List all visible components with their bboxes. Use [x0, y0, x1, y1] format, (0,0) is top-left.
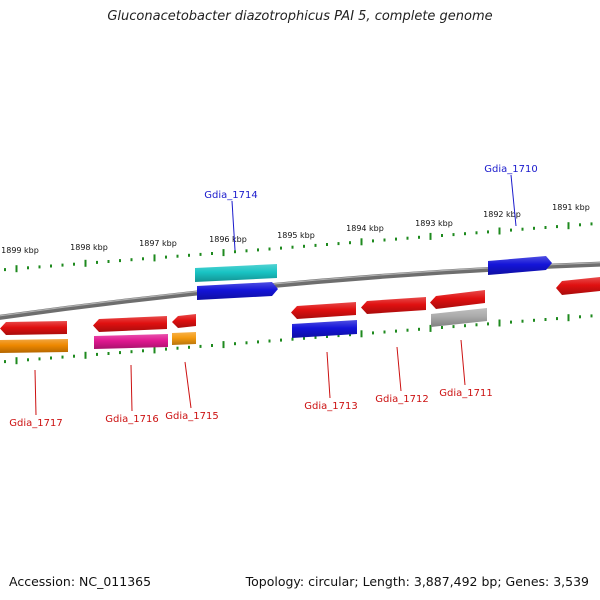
- tick-label: 1899 kbp: [1, 246, 39, 255]
- gene-leader-line: [510, 174, 517, 227]
- tick-label: 1894 kbp: [346, 224, 384, 233]
- gene-feature-magenta-1716[interactable]: [94, 334, 168, 349]
- gene-leader-line: [396, 346, 402, 392]
- map-title: Gluconacetobacter diazotrophicus PAI 5, …: [107, 9, 493, 24]
- gene-feature-red-1711[interactable]: [430, 290, 485, 309]
- gene-feature-red-edge[interactable]: [556, 277, 600, 295]
- gene-label[interactable]: Gdia_1711: [439, 388, 492, 399]
- genome-summary-text: Topology: circular; Length: 3,887,492 bp…: [245, 574, 589, 589]
- gene-label[interactable]: Gdia_1717: [9, 418, 62, 429]
- gene-label[interactable]: Gdia_1712: [375, 394, 428, 405]
- gene-feature-red-1717[interactable]: [0, 321, 67, 335]
- gene-label[interactable]: Gdia_1713: [304, 401, 357, 412]
- gene-feature-red-1713[interactable]: [291, 302, 356, 319]
- tick-label: 1897 kbp: [139, 239, 177, 248]
- gene-feature-blue-1710[interactable]: [488, 256, 552, 275]
- accession-text: Accession: NC_011365: [9, 574, 152, 589]
- gene-leader-line: [184, 361, 192, 409]
- gene-leader-line: [34, 369, 37, 416]
- gene-feature-red-1712[interactable]: [361, 297, 426, 314]
- gene-feature-orange-1717[interactable]: [0, 339, 68, 353]
- tick-label: 1892 kbp: [483, 210, 521, 219]
- gene-leader-line: [231, 200, 236, 251]
- tick-label: 1895 kbp: [277, 231, 315, 240]
- gene-feature-red-1715[interactable]: [172, 314, 196, 328]
- tick-label: 1898 kbp: [70, 243, 108, 252]
- gene-feature-blue-1713[interactable]: [292, 320, 357, 338]
- gene-labels: Gdia_1714 Gdia_1710 Gdia_1717 Gdia_1716 Gdia…: [9, 164, 537, 429]
- tick-label: 1891 kbp: [552, 203, 590, 212]
- tick-label: 1896 kbp: [209, 235, 247, 244]
- gene-feature-orange-1715[interactable]: [172, 332, 196, 345]
- outer-tick-track: [4, 222, 593, 273]
- gene-feature-gray-1711[interactable]: [431, 308, 487, 327]
- tick-labels: 1899 kbp 1898 kbp 1897 kbp 1896 kbp 1895 kbp…: [1, 203, 590, 255]
- gene-label[interactable]: Gdia_1715: [165, 411, 218, 422]
- gene-feature-red-1716[interactable]: [93, 316, 167, 332]
- gene-features: [0, 256, 600, 353]
- gene-label[interactable]: Gdia_1714: [204, 190, 257, 201]
- inner-tick-track: [4, 314, 593, 365]
- tick-label: 1893 kbp: [415, 219, 453, 228]
- gene-leader-line: [460, 339, 466, 386]
- gene-label[interactable]: Gdia_1716: [105, 414, 158, 425]
- gene-leader-line: [326, 351, 331, 399]
- gene-leader-line: [130, 364, 133, 412]
- gene-feature-blue-plus[interactable]: [197, 282, 278, 300]
- gene-label[interactable]: Gdia_1710: [484, 164, 537, 175]
- gene-feature-cyan[interactable]: [195, 264, 277, 282]
